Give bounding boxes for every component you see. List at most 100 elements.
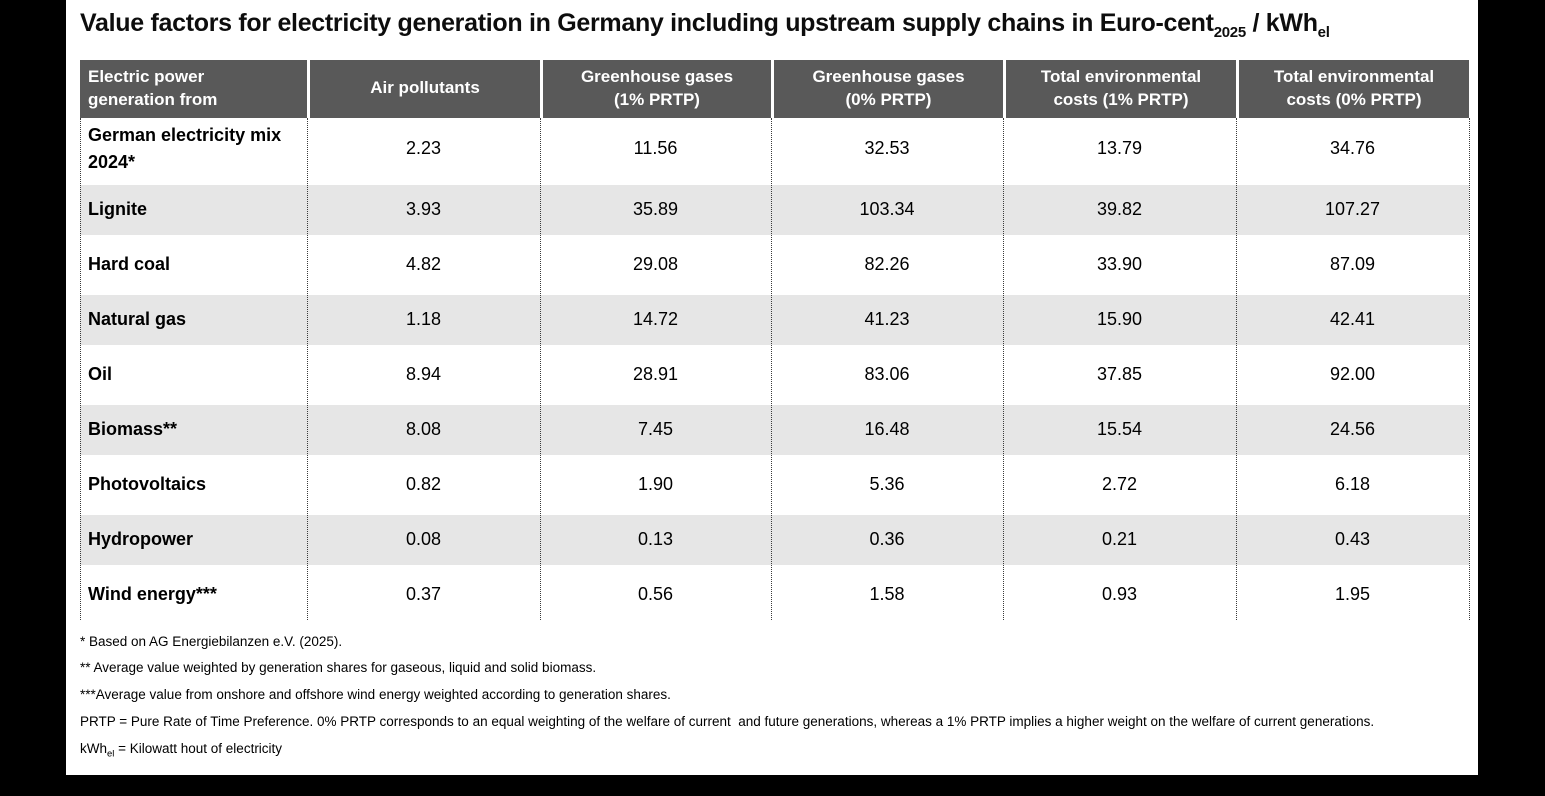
column-divider (80, 117, 81, 620)
value-cell: 15.54 (1096, 419, 1143, 439)
value-cell: 34.76 (1329, 138, 1376, 158)
value-cell: 2.23 (405, 138, 442, 158)
value-cell: 0.93 (1101, 584, 1138, 604)
table-row-german-mix: German electricity mix 2024* 2.23 11.56 … (80, 118, 1469, 180)
value-cell: 16.48 (864, 419, 910, 439)
kwh-definition-text: = Kilowatt hout of electricity (114, 741, 283, 756)
value-cell: 0.36 (869, 529, 905, 549)
value-cell: 41.23 (864, 309, 910, 329)
header-cell-ghg-0prtp: Greenhouse gases (0% PRTP) (771, 59, 1003, 118)
header-label-line: Greenhouse gases (812, 67, 965, 87)
source-note: Source: Umweltbundesamt 2025, Handbook o… (80, 780, 1016, 796)
header-cell-ghg-1prtp: Greenhouse gases (1% PRTP) (540, 59, 771, 118)
value-cell: 103.34 (859, 199, 915, 219)
row-label: Biomass** (88, 419, 178, 440)
header-cell-total-costs-0prtp: Total environmental costs (0% PRTP) (1236, 59, 1469, 118)
value-cell: 15.90 (1096, 309, 1143, 329)
table-row-lignite: Lignite 3.93 35.89 103.34 39.82 107.27 (80, 184, 1469, 235)
value-cell: 2.72 (1101, 474, 1138, 494)
value-cell: 0.56 (637, 584, 674, 604)
value-cell: 13.79 (1096, 138, 1143, 158)
row-label: Photovoltaics (88, 474, 207, 495)
value-cell: 32.53 (864, 138, 910, 158)
value-cell: 4.82 (405, 254, 442, 274)
value-cell: 0.82 (405, 474, 442, 494)
row-label: Oil (88, 364, 113, 385)
column-divider (1236, 117, 1237, 620)
column-divider (1469, 117, 1470, 620)
slide-canvas: Value factors for electricity generation… (66, 0, 1478, 796)
page-title: Value factors for electricity generation… (80, 7, 1478, 43)
value-cell: 6.18 (1334, 474, 1371, 494)
table-row-natural-gas: Natural gas 1.18 14.72 41.23 15.90 42.41 (80, 294, 1469, 345)
table-row-photovoltaics: Photovoltaics 0.82 1.90 5.36 2.72 6.18 (80, 460, 1469, 510)
header-label-line: Total environmental (1040, 67, 1202, 87)
value-cell: 1.58 (869, 584, 905, 604)
column-divider (1003, 117, 1004, 620)
header-cell-source-column: Electric power generation from (80, 60, 307, 118)
header-label-line: Total environmental (1273, 67, 1435, 87)
table-row-hydropower: Hydropower 0.08 0.13 0.36 0.21 0.43 (80, 514, 1469, 565)
value-cell: 29.08 (632, 254, 679, 274)
value-cell: 82.26 (864, 254, 910, 274)
footnote-prtp-definition: PRTP = Pure Rate of Time Preference. 0% … (80, 714, 1375, 730)
value-cell: 0.13 (637, 529, 674, 549)
header-label-line: costs (0% PRTP) (1286, 89, 1422, 109)
value-cell: 33.90 (1096, 254, 1143, 274)
table-body: German electricity mix 2024* 2.23 11.56 … (80, 117, 1470, 620)
kwh-label: kWh (80, 741, 107, 756)
footnote-biomass: ** Average value weighted by generation … (80, 660, 597, 676)
row-label: German electricity mix 2024* (88, 125, 282, 172)
footnote-wind: ***Average value from onshore and offsho… (80, 687, 671, 703)
row-label: Natural gas (88, 309, 187, 330)
value-cell: 0.43 (1334, 529, 1371, 549)
value-cell: 1.90 (637, 474, 674, 494)
value-cell: 87.09 (1329, 254, 1376, 274)
table-row-biomass: Biomass** 8.08 7.45 16.48 15.54 24.56 (80, 404, 1469, 455)
value-cell: 0.37 (405, 584, 442, 604)
value-cell: 14.72 (632, 309, 679, 329)
value-cell: 8.94 (405, 364, 442, 384)
header-label-line: (1% PRTP) (614, 89, 700, 109)
header-label-line: generation from (88, 89, 218, 109)
row-label: Wind energy*** (88, 584, 217, 605)
value-cell: 92.00 (1329, 364, 1376, 384)
value-cell: 107.27 (1324, 199, 1381, 219)
value-cell: 35.89 (632, 199, 679, 219)
footnote-kwh-definition: kWhel = Kilowatt hout of electricity (80, 741, 1478, 761)
title-subscript-year: 2025 (1213, 24, 1246, 41)
table-row-oil: Oil 8.94 28.91 83.06 37.85 92.00 (80, 350, 1469, 400)
value-cell: 83.06 (864, 364, 910, 384)
value-cell: 37.85 (1096, 364, 1143, 384)
value-cell: 42.41 (1329, 309, 1376, 329)
header-label-line: costs (1% PRTP) (1053, 89, 1189, 109)
footnotes-section: * Based on AG Energiebilanzen e.V. (2025… (80, 634, 1478, 796)
column-divider (771, 117, 772, 620)
value-cell: 1.95 (1334, 584, 1371, 604)
value-cell: 24.56 (1329, 419, 1376, 439)
title-unit: / kWh (1245, 9, 1318, 37)
value-cell: 3.93 (405, 199, 442, 219)
value-cell: 5.36 (869, 474, 905, 494)
title-text: Value factors for electricity generation… (80, 9, 1214, 37)
footnote-energiebilanzen: * Based on AG Energiebilanzen e.V. (2025… (80, 633, 343, 649)
table-header-row: Electric power generation from Air pollu… (80, 59, 1469, 118)
header-label-line: Electric power (88, 67, 205, 87)
value-cell: 0.21 (1101, 529, 1138, 549)
header-label-line: Air pollutants (370, 78, 480, 98)
value-cell: 0.08 (405, 529, 442, 549)
header-cell-total-costs-1prtp: Total environmental costs (1% PRTP) (1003, 59, 1236, 118)
row-label: Lignite (88, 199, 147, 220)
kwh-subscript-el: el (107, 748, 115, 760)
header-label-line: (0% PRTP) (845, 89, 932, 109)
row-label: Hydropower (88, 529, 194, 550)
header-label-line: Greenhouse gases (580, 67, 734, 87)
value-factors-table: Electric power generation from Air pollu… (80, 59, 1470, 620)
value-cell: 28.91 (632, 364, 679, 384)
row-label: Hard coal (88, 254, 171, 275)
table-row-wind-energy: Wind energy*** 0.37 0.56 1.58 0.93 1.95 (80, 570, 1469, 620)
value-cell: 1.18 (405, 309, 442, 329)
title-subscript-el: el (1317, 24, 1330, 41)
table-row-hard-coal: Hard coal 4.82 29.08 82.26 33.90 87.09 (80, 240, 1469, 290)
value-cell: 8.08 (405, 419, 442, 439)
